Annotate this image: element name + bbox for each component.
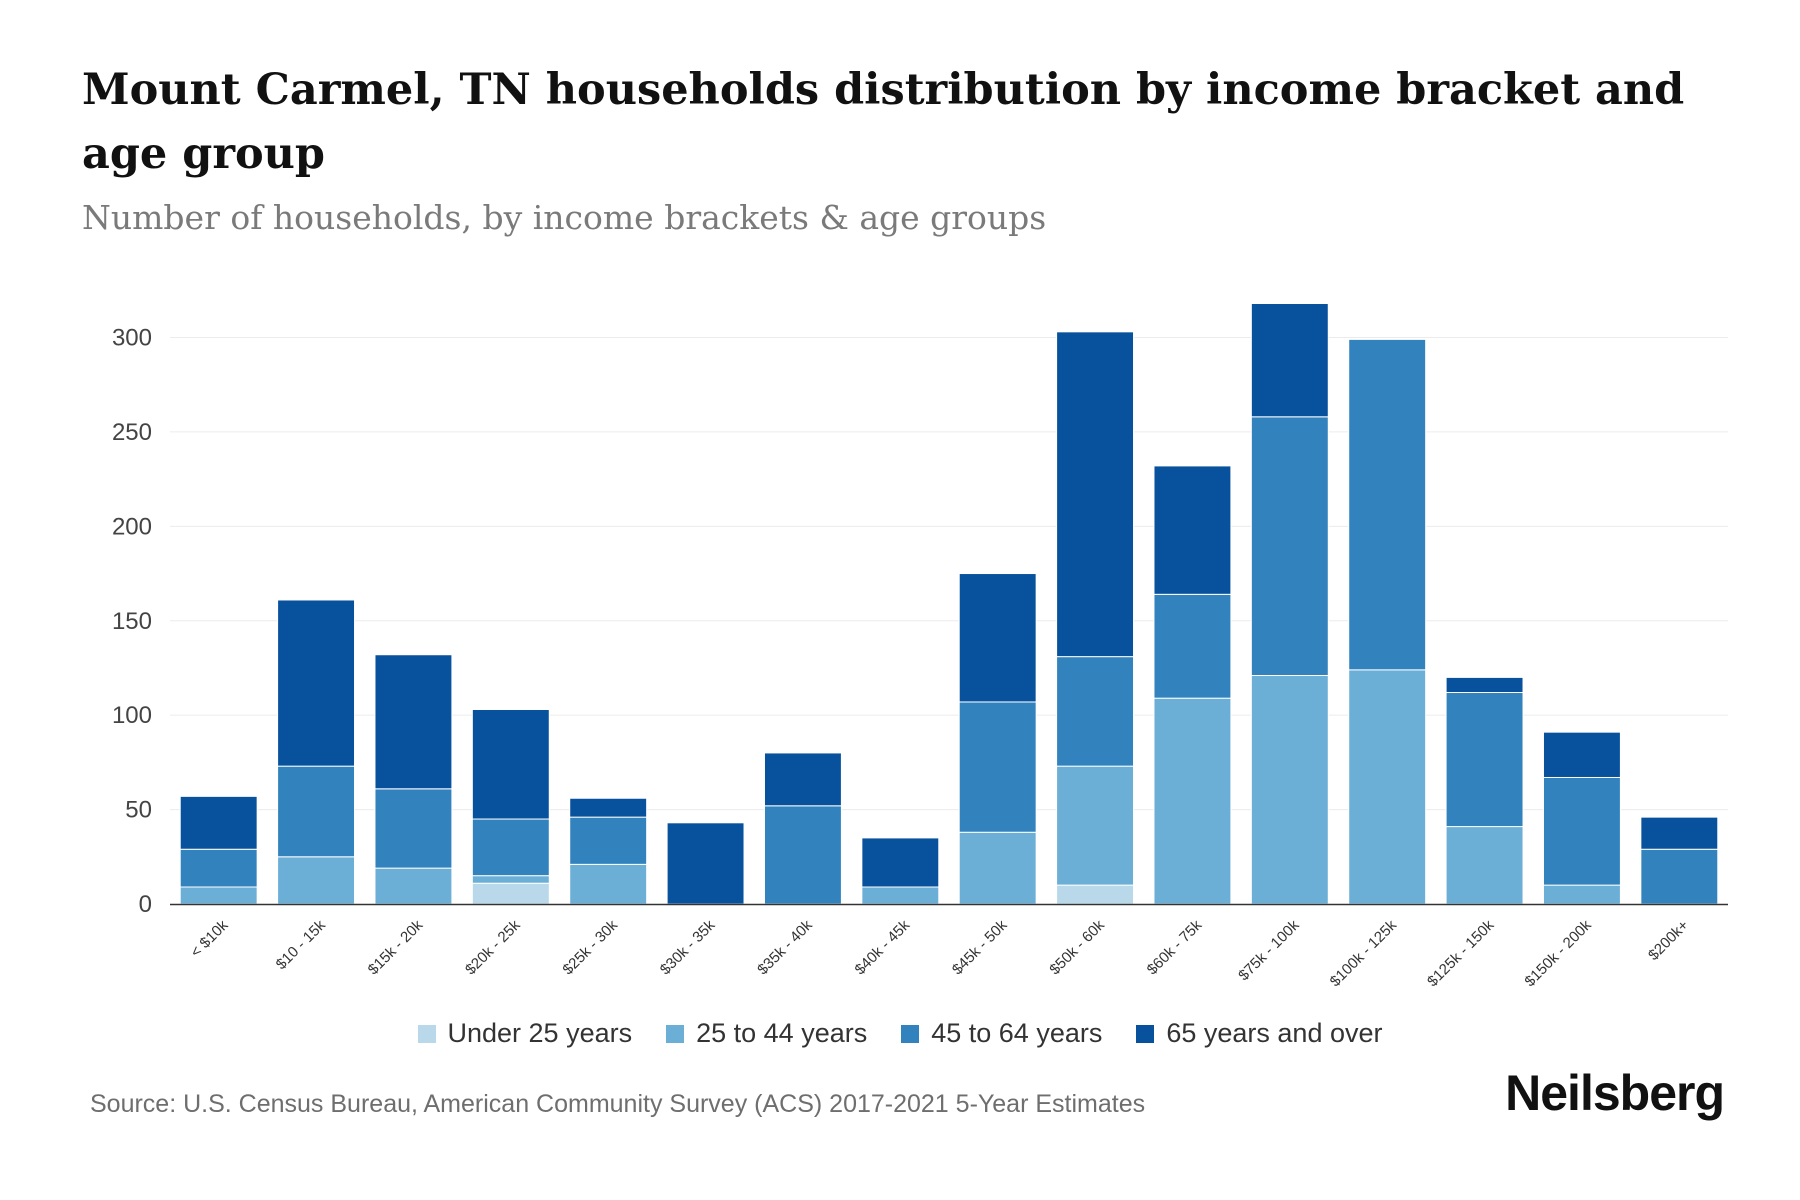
x-tick-label: $50k - 60k — [1046, 916, 1108, 978]
bar-segment — [374, 788, 453, 869]
bar-segment — [374, 654, 453, 790]
x-tick-label: $25k - 30k — [559, 916, 621, 978]
stacked-bar-chart: 0 50 100 150 200 250 300 < $10k $10 - 15k $15k -… — [112, 303, 1728, 990]
legend-label-under-25: Under 25 years — [447, 1018, 633, 1048]
bar-segment — [471, 875, 550, 884]
legend-swatch-25-44 — [666, 1024, 685, 1043]
bar-segment — [374, 867, 453, 905]
x-tick-label: $20k - 25k — [462, 916, 524, 978]
x-tick-label: $150k - 200k — [1521, 916, 1595, 990]
bar-segment — [861, 837, 940, 888]
legend-item-65-plus: 65 years and over — [1136, 1018, 1383, 1049]
bar-segment — [1640, 848, 1719, 905]
bar-segment — [958, 573, 1037, 703]
legend-label-45-64: 45 to 64 years — [931, 1018, 1103, 1048]
bar-segment — [569, 816, 648, 865]
x-tick-label: $35k - 40k — [754, 916, 816, 978]
bar-segment — [666, 822, 745, 905]
y-tick-label: 250 — [112, 419, 152, 446]
legend-label-25-44: 25 to 44 years — [696, 1018, 868, 1048]
bar-segment — [1250, 416, 1329, 677]
brand-logo: Neilsberg — [1505, 1065, 1725, 1121]
bar-segment — [958, 831, 1037, 905]
bar-segment — [1153, 593, 1232, 699]
y-tick-label: 50 — [125, 797, 152, 824]
bar-segment — [1542, 884, 1621, 905]
bar-segment — [179, 848, 258, 888]
legend-item-25-44: 25 to 44 years — [666, 1018, 867, 1049]
x-tick-label: $45k - 50k — [949, 916, 1011, 978]
x-ticks: < $10k $10 - 15k $15k - 20k $20k - 25k $25k … — [187, 916, 1692, 990]
bar-segment — [1348, 338, 1427, 671]
y-tick-label: 200 — [112, 513, 152, 540]
y-ticks: 0 50 100 150 200 250 300 — [112, 325, 152, 919]
bar-segment — [1445, 826, 1524, 905]
bar-segment — [1056, 331, 1135, 658]
bar-segment — [569, 863, 648, 905]
bar-segment — [861, 886, 940, 905]
x-tick-label: $40k - 45k — [852, 916, 914, 978]
chart-title: Mount Carmel, TN households distribution… — [82, 65, 1685, 179]
bar-segment — [958, 701, 1037, 833]
bar-segment — [277, 599, 356, 767]
bar-segment — [1056, 656, 1135, 767]
bars — [179, 303, 1719, 905]
x-tick-label: $30k - 35k — [657, 916, 719, 978]
bar-segment — [1542, 776, 1621, 886]
legend: Under 25 years 25 to 44 years 45 to 64 y… — [0, 1018, 1800, 1049]
bar-segment — [471, 818, 550, 877]
y-tick-label: 150 — [112, 608, 152, 635]
legend-item-under-25: Under 25 years — [417, 1018, 633, 1049]
source-note: Source: U.S. Census Bureau, American Com… — [90, 1090, 1146, 1118]
x-tick-label: $15k - 20k — [365, 916, 427, 978]
bar-segment — [179, 795, 258, 850]
x-tick-label: $200k+ — [1645, 917, 1692, 964]
bar-segment — [1348, 669, 1427, 905]
x-tick-label: $100k - 125k — [1327, 916, 1401, 990]
legend-item-45-64: 45 to 64 years — [901, 1018, 1102, 1049]
bar-segment — [1445, 692, 1524, 828]
x-tick-label: $60k - 75k — [1144, 916, 1206, 978]
bar-segment — [1153, 697, 1232, 905]
y-tick-label: 0 — [139, 891, 152, 918]
bar-segment — [569, 797, 648, 818]
legend-label-65-plus: 65 years and over — [1166, 1018, 1383, 1048]
bar-segment — [179, 886, 258, 905]
bar-segment — [763, 752, 842, 807]
legend-swatch-45-64 — [901, 1024, 920, 1043]
bar-segment — [1250, 675, 1329, 905]
x-tick-label: $75k - 100k — [1235, 916, 1303, 984]
bar-segment — [471, 882, 550, 905]
bar-segment — [1153, 465, 1232, 595]
chart-subtitle: Number of households, by income brackets… — [82, 198, 1047, 237]
y-tick-label: 300 — [112, 325, 152, 352]
bar-segment — [277, 765, 356, 858]
x-tick-label: $125k - 150k — [1424, 916, 1498, 990]
bar-segment — [1542, 731, 1621, 778]
bar-segment — [1250, 303, 1329, 418]
legend-swatch-65-plus — [1136, 1024, 1155, 1043]
legend-swatch-under-25 — [417, 1024, 436, 1043]
y-tick-label: 100 — [112, 702, 152, 729]
bar-segment — [277, 856, 356, 905]
bar-segment — [1445, 676, 1524, 694]
x-tick-label: $10 - 15k — [273, 916, 330, 973]
bar-segment — [1640, 816, 1719, 850]
bar-segment — [763, 805, 842, 905]
bar-segment — [1056, 884, 1135, 905]
bar-segment — [471, 709, 550, 820]
x-tick-label: < $10k — [187, 916, 232, 961]
bar-segment — [1056, 765, 1135, 886]
